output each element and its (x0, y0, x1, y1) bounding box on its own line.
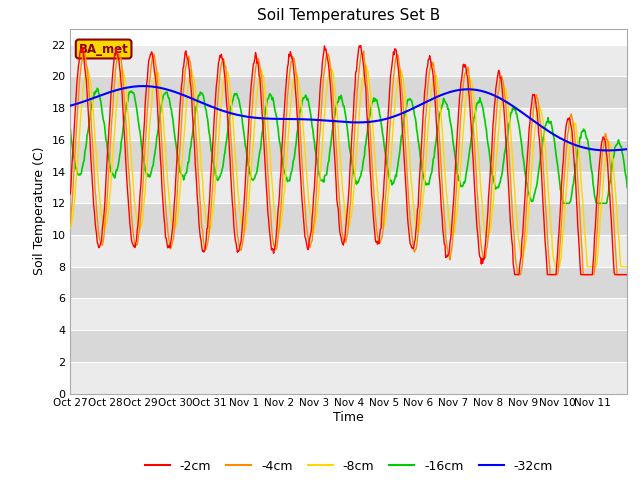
Bar (70, 267, 627, 299)
Text: BA_met: BA_met (79, 43, 129, 56)
Bar (70, 235, 627, 267)
X-axis label: Time: Time (333, 411, 364, 424)
Bar (70, 362, 627, 394)
Legend: -2cm, -4cm, -8cm, -16cm, -32cm: -2cm, -4cm, -8cm, -16cm, -32cm (140, 455, 558, 478)
Bar (70, 76, 627, 108)
Bar (70, 203, 627, 235)
Bar (70, 299, 627, 330)
Bar (70, 140, 627, 171)
Bar (70, 45, 627, 76)
Title: Soil Temperatures Set B: Soil Temperatures Set B (257, 9, 440, 24)
Bar (70, 171, 627, 203)
Bar (70, 330, 627, 362)
Bar (70, 108, 627, 140)
Y-axis label: Soil Temperature (C): Soil Temperature (C) (33, 147, 45, 276)
